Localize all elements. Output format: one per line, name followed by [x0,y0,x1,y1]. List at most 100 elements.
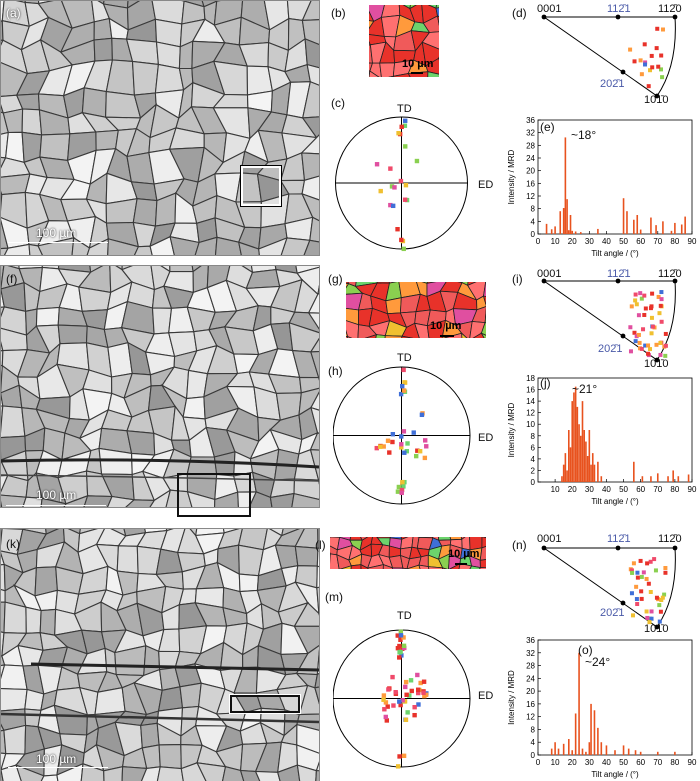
grain [346,336,353,338]
panel-label-c: (c) [331,96,345,110]
ipf-point [638,58,643,63]
bar [585,441,587,482]
grain [186,490,216,507]
bar [672,470,674,482]
grain [421,31,439,50]
y-tick-label: 12 [526,192,535,201]
grain [479,559,486,569]
plot-frame [537,119,693,235]
grain [158,744,182,770]
ipf-1120-n: 112̄0 [658,533,682,545]
grain [194,236,218,255]
pole-figure-h [332,363,478,508]
pf-point [385,704,390,709]
pf-point [383,714,388,720]
ipf-point [644,576,649,581]
bar [662,221,664,234]
grain [402,567,408,569]
pf-td-label-h: TD [397,352,412,364]
y-tick-label: 16 [526,179,535,188]
pf-point [402,123,408,128]
y-tick-label: 16 [526,700,535,709]
scale-label-f: 100 µm [36,488,77,502]
ipf-triangle-i [530,274,700,370]
grain [157,686,184,712]
pf-point [388,202,393,208]
bar [574,386,577,482]
grain [254,770,281,781]
grain [93,37,113,62]
ipf-1121-n: 112̄1 [607,533,631,545]
ipf-point [634,597,639,602]
ipf-point [635,570,640,575]
ipf-point [657,311,662,316]
bar [568,230,570,234]
grain [350,564,362,569]
bar [605,745,608,755]
grain [360,563,369,569]
y-axis-label: Intensity / MRD [507,149,516,204]
scale-label-k: 100 µm [36,752,77,766]
pf-point [404,692,409,697]
grain [132,198,158,227]
pf-point [398,633,404,638]
grain [298,684,319,716]
grain [4,243,31,255]
ipf-point [650,65,655,70]
ipf-point [633,298,638,303]
pole-figure-c [333,113,478,253]
ebsd-scale-line-b [411,72,423,74]
pf-point [378,444,383,449]
histogram-o: 0 4 8 12 16 20 24 28 32 36 0 10 20 30 40 50 60 70 80 90 Tilt… [500,630,700,781]
bar [641,476,644,482]
grain [385,297,402,315]
y-tick-label: 14 [526,397,535,406]
micrograph-k [0,528,320,781]
bar [554,742,556,755]
ipf-point [654,46,659,51]
bar [583,430,585,482]
pf-point [387,450,392,455]
pf-point [402,197,408,202]
y-tick-label: 28 [526,141,535,150]
grain [379,62,396,77]
bar [639,229,642,234]
grain [83,495,113,507]
ipf-point [654,595,659,600]
pf-point [398,178,404,184]
pf-point [402,380,407,385]
grain [80,763,105,781]
pf-point [416,702,421,707]
ipf-pole [620,600,626,606]
grain-structure-a [1,1,319,255]
ipf-point [653,568,658,573]
grain [316,547,319,568]
grain [21,108,43,136]
bar [636,215,639,234]
ipf-point [660,75,665,80]
ipf-point [633,292,638,297]
grain [248,491,273,507]
bar [545,223,548,234]
ipf-pole [654,93,660,99]
ipf-point [658,609,663,614]
panel-label-o: (o) [578,643,593,657]
grain [314,672,319,689]
pf-point [403,182,409,188]
plot-frame [537,377,693,483]
y-axis-label: Intensity / MRD [507,402,516,457]
ipf-point [639,346,644,351]
grain [107,238,140,255]
bar [576,406,579,482]
grain [401,322,420,338]
pf-point [402,699,408,704]
pf-point [396,484,402,490]
x-tick-label: 70 [653,758,662,767]
x-tick-label: 30 [585,485,594,494]
y-tick-label: 8 [531,205,536,214]
grain [301,1,319,21]
ebsd-grains-g [346,282,486,338]
x-tick-label: 0 [536,758,541,767]
grain [180,762,207,781]
pf-td-label-m: TD [397,610,412,622]
